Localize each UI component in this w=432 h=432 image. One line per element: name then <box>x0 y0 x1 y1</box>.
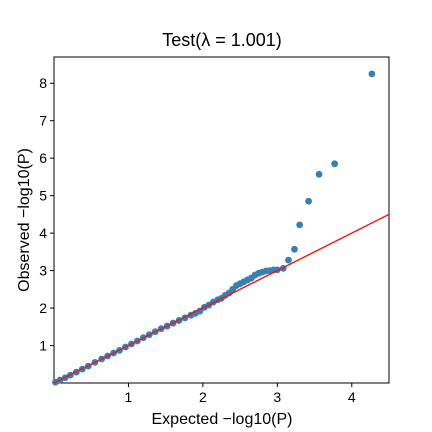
plot-area <box>52 56 390 386</box>
chart-title: Test(λ = 1.001) <box>162 30 282 50</box>
x-axis-label: Expected −log10(P) <box>152 411 293 428</box>
y-axis: 1 2 3 4 5 6 7 8 <box>39 75 54 354</box>
y-tick-label: 1 <box>39 338 47 354</box>
data-point <box>368 70 376 78</box>
y-tick-label: 8 <box>39 75 47 91</box>
x-tick-label: 1 <box>125 389 133 405</box>
x-tick-label: 2 <box>199 389 207 405</box>
x-tick-label: 4 <box>348 389 356 405</box>
y-tick-label: 6 <box>39 150 47 166</box>
x-axis: 1 2 3 4 <box>125 383 356 405</box>
x-tick-label: 3 <box>273 389 281 405</box>
y-tick-label: 4 <box>39 225 47 241</box>
data-point <box>331 160 339 168</box>
data-point <box>305 197 312 205</box>
y-tick-label: 5 <box>39 188 47 204</box>
data-point <box>315 170 323 178</box>
reference-line <box>53 213 390 384</box>
data-point <box>291 245 298 253</box>
plot-frame <box>53 56 390 384</box>
data-point <box>285 256 292 264</box>
data-point <box>296 221 304 229</box>
y-axis-label: Observed −log10(P) <box>16 148 33 292</box>
y-tick-label: 3 <box>39 263 47 279</box>
y-tick-label: 2 <box>39 300 47 316</box>
y-tick-label: 7 <box>39 113 47 129</box>
